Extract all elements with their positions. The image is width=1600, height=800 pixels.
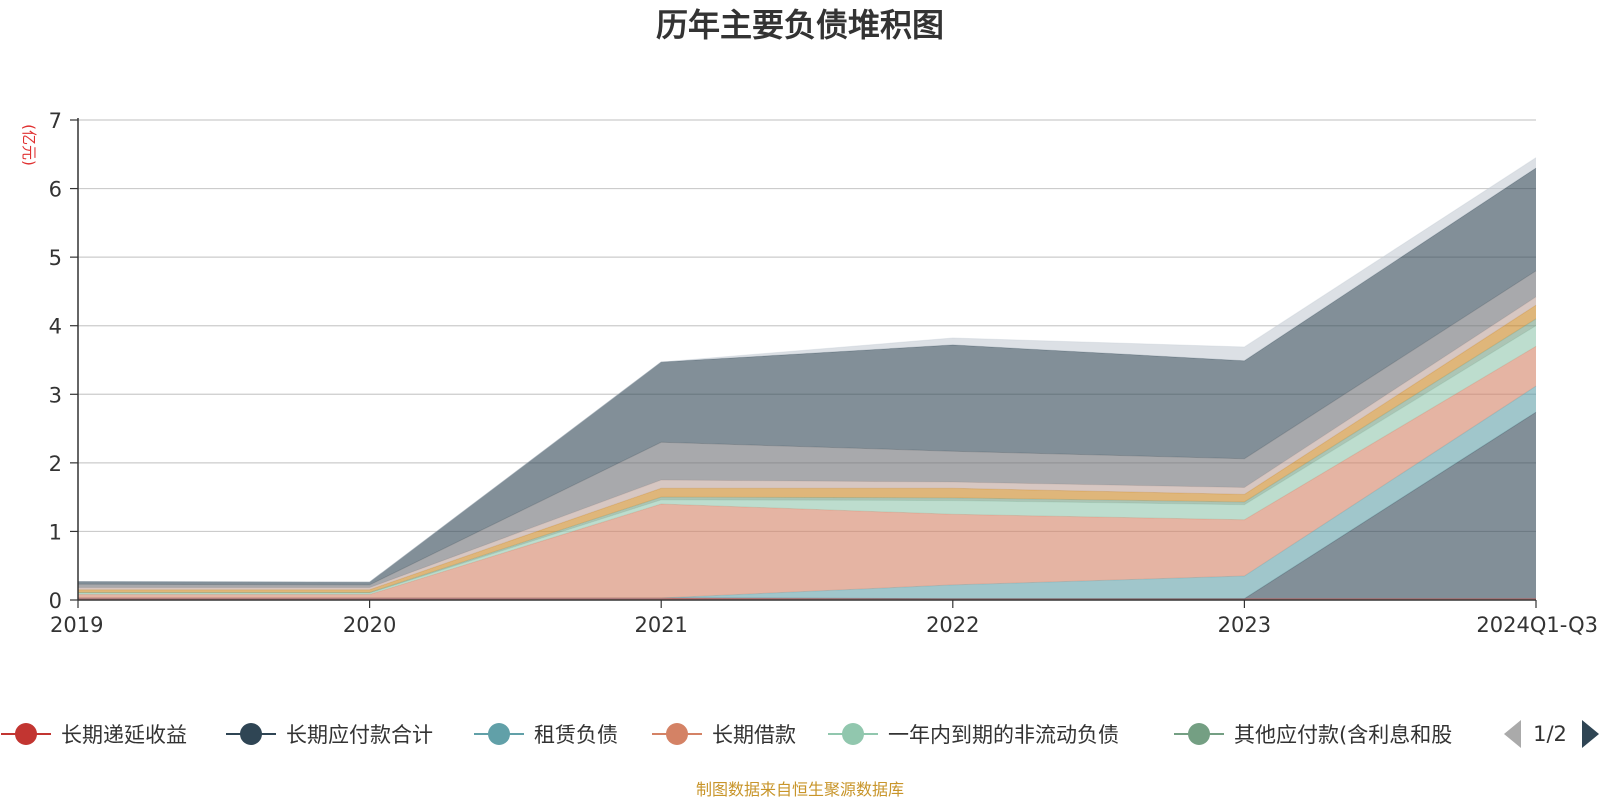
legend-item[interactable]: 长期应付款合计 [226,723,433,747]
legend-item[interactable]: 其他应付款(含利息和股 [1174,723,1452,747]
legend-item[interactable]: 长期借款 [652,723,796,747]
legend-marker-icon [842,723,864,745]
legend-prev-arrow-icon[interactable] [1504,720,1521,748]
chart-title: 历年主要负债堆积图 [656,6,944,44]
legend-marker-icon [1188,723,1210,745]
legend-pager: 1/2 [1504,720,1599,748]
axes: 0 1 2 3 4 5 6 7 2019 2020 2021 2022 2023 2024Q1-Q3 [49,109,1598,637]
legend-page-indicator: 1/2 [1533,722,1567,746]
area-series-1[interactable] [78,412,1536,599]
y-tick-label: 2 [49,452,62,476]
legend-label: 长期递延收益 [61,723,187,747]
area-series [77,157,1537,600]
legend-item[interactable]: 一年内到期的非流动负债 [828,723,1119,747]
y-tick-label: 7 [49,109,62,133]
x-tick-label: 2020 [343,613,396,637]
x-tick-label: 2024Q1-Q3 [1476,613,1598,637]
legend-marker-icon [488,723,510,745]
x-tick-label: 2023 [1218,613,1271,637]
y-tick-label: 3 [49,383,62,407]
y-tick-label: 4 [49,315,62,339]
legend-label: 租赁负债 [534,723,618,747]
x-tick-label: 2019 [50,613,103,637]
legend-marker-icon [240,723,262,745]
legend-item[interactable]: 租赁负债 [474,723,618,747]
area-series-line-10 [77,157,1537,583]
x-tick-label: 2021 [634,613,687,637]
data-source-note: 制图数据来自恒生聚源数据库 [696,780,904,799]
area-series-9[interactable] [78,168,1536,585]
x-tick-label: 2022 [926,613,979,637]
legend-label: 其他应付款(含利息和股 [1234,723,1452,747]
legend-marker-icon [666,723,688,745]
y-tick-label: 1 [49,520,62,544]
legend-item[interactable]: 长期递延收益 [1,723,187,747]
y-tick-label: 0 [49,589,62,613]
legend-next-arrow-icon[interactable] [1582,720,1599,748]
area-series-3[interactable] [78,346,1536,598]
legend-label: 长期应付款合计 [286,723,433,747]
y-tick-label: 6 [49,178,62,202]
y-axis-unit-label: (亿元) [20,124,38,166]
legend-marker-icon [15,723,37,745]
legend-label: 长期借款 [712,723,796,747]
legend: 长期递延收益 长期应付款合计 租赁负债 长期借款 一年内到期的非流动负债 其他应付款(含利… [1,723,1452,747]
legend-label: 一年内到期的非流动负债 [888,723,1119,747]
y-tick-label: 5 [49,246,62,270]
